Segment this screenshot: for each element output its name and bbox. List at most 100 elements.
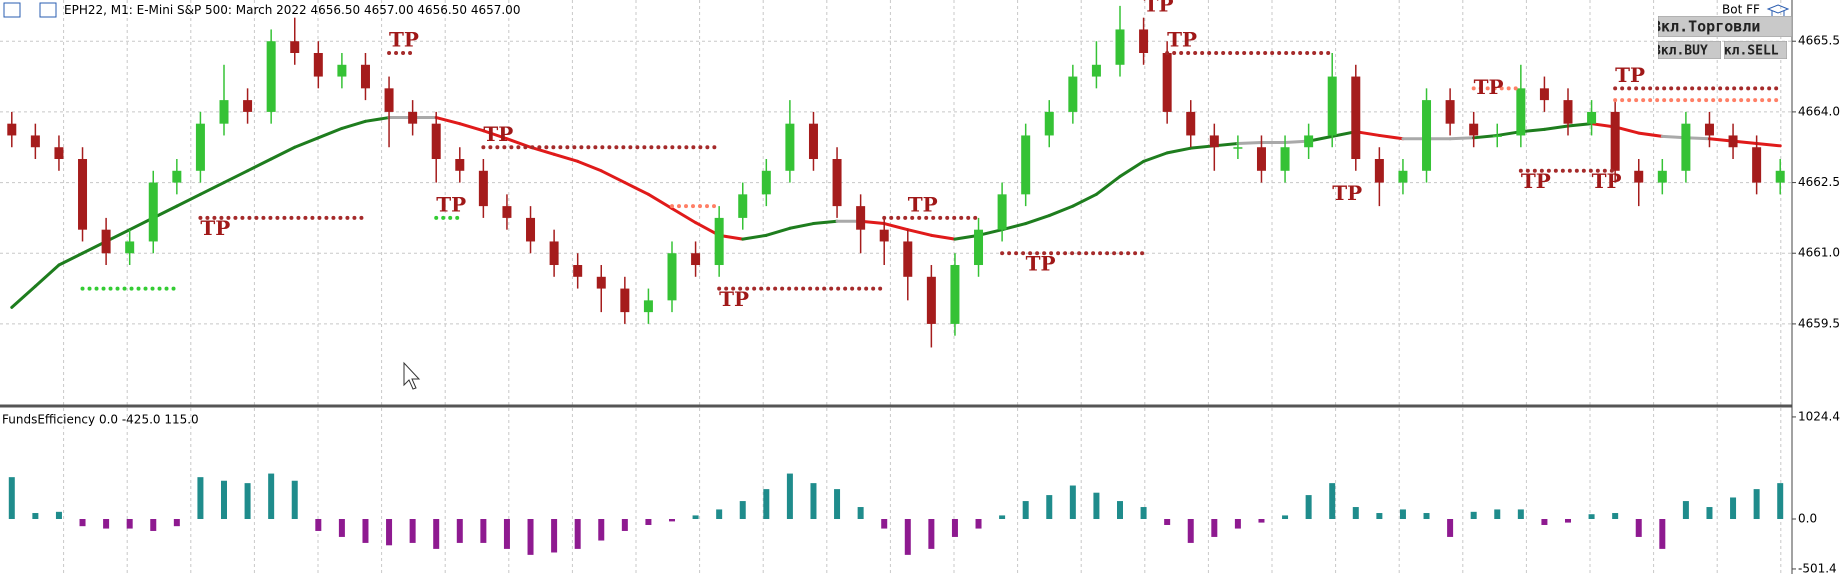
candle-body [1256, 147, 1266, 171]
moving-average [269, 145, 297, 161]
candle-body [290, 41, 300, 54]
candle-body [832, 159, 842, 207]
histogram-bar [1164, 519, 1171, 525]
candle-body [54, 147, 64, 160]
candle-body [879, 229, 889, 242]
candle-body [1563, 100, 1573, 124]
histogram-bar [857, 507, 864, 520]
histogram-bar [1376, 513, 1383, 520]
histogram-bar [716, 509, 723, 520]
histogram-bar [1352, 507, 1359, 520]
histogram-bar [1187, 519, 1194, 543]
candle-body [643, 300, 653, 313]
candle-body [1162, 53, 1172, 112]
candle-body [1681, 123, 1691, 171]
histogram-bar [338, 519, 345, 537]
candle-body [219, 100, 229, 124]
candle-body [1139, 29, 1149, 54]
moving-average [1094, 174, 1122, 196]
symbol-line: EPH22, M1: E-Mini S&P 500: March 2022 46… [64, 3, 520, 17]
tp-label: TP [1332, 181, 1362, 205]
moving-average [1236, 141, 1263, 145]
histogram-bar [881, 519, 888, 529]
button-label: Вкл.BUY [1653, 44, 1708, 59]
candle-body [620, 288, 630, 313]
candle-body [384, 88, 394, 112]
candle-body [974, 229, 984, 266]
menu-icon[interactable] [3, 2, 21, 18]
histogram-bar [456, 519, 463, 543]
histogram-bar [1517, 509, 1524, 520]
histogram-bar [126, 519, 133, 529]
moving-average [340, 119, 367, 130]
candle-body [856, 206, 866, 230]
sell-button[interactable]: Вкл.SELL [1716, 41, 1787, 59]
tp-label: TP [1592, 169, 1622, 193]
histogram-bar [268, 473, 275, 520]
moving-average [623, 181, 650, 196]
tp-label: TP [200, 216, 230, 240]
moving-average [57, 251, 85, 267]
histogram-bar [1093, 492, 1100, 520]
candle-body [549, 241, 559, 266]
candle-body [1304, 135, 1314, 148]
histogram-bar [527, 519, 534, 555]
moving-average [363, 116, 391, 123]
buy-button[interactable]: Вкл.BUY [1653, 41, 1721, 59]
histogram-bar [291, 480, 298, 520]
histogram-bar [1494, 509, 1501, 520]
histogram-bar [244, 483, 251, 520]
button-label: Вкл.SELL [1716, 44, 1779, 59]
y-tick-label: 4662.5 [1798, 175, 1840, 189]
candle-body [1587, 111, 1597, 124]
histogram-bar [1211, 519, 1218, 537]
histogram-bar [551, 519, 558, 553]
histogram-bar [1046, 495, 1053, 520]
candle-body [1728, 135, 1738, 148]
histogram-bar [928, 519, 935, 549]
moving-average [576, 159, 603, 173]
candle-body [1445, 100, 1455, 124]
histogram-bar [574, 519, 581, 549]
histogram-bar [1447, 519, 1454, 537]
candle-body [101, 229, 111, 254]
histogram-bar [1305, 495, 1312, 520]
tp-label: TP [1026, 252, 1056, 276]
candle-body [408, 111, 418, 124]
histogram-bar [1706, 507, 1713, 520]
histogram-bar [1140, 507, 1147, 520]
histogram-bar [763, 489, 770, 520]
button-bg [1658, 41, 1721, 59]
tp-label: TP [1615, 63, 1645, 87]
moving-average [1047, 204, 1075, 218]
histogram-bar [999, 515, 1006, 520]
tp-label: TP [1474, 75, 1504, 99]
candle-body [1209, 135, 1219, 148]
moving-average [246, 157, 273, 173]
histogram-bar [315, 519, 322, 531]
histogram-bar [834, 489, 841, 520]
y-tick-label: 4659.5 [1798, 316, 1840, 330]
tp-label: TP [1521, 169, 1551, 193]
histogram-bar [8, 477, 15, 520]
moving-average [1377, 133, 1405, 141]
moving-average [175, 192, 202, 208]
candle-body [195, 123, 205, 171]
y-tick-label: 0.0 [1798, 512, 1817, 526]
candle-body [1351, 76, 1361, 160]
histogram-bar [951, 519, 958, 537]
moving-average [599, 169, 627, 185]
moving-average [882, 222, 910, 232]
candle-body [926, 276, 936, 324]
histogram-bar [1682, 501, 1689, 520]
y-tick-label: 4665.5 [1798, 34, 1840, 48]
chart-icon[interactable] [39, 2, 57, 18]
candle-body [78, 159, 88, 230]
histogram-bar [1282, 515, 1289, 520]
moving-average [198, 181, 226, 196]
candle-body [455, 159, 465, 171]
histogram-bar [1730, 497, 1737, 520]
candle-body [1657, 170, 1667, 183]
trading-button[interactable]: Вкл.Торговли [1652, 16, 1792, 37]
moving-average [1118, 159, 1146, 178]
